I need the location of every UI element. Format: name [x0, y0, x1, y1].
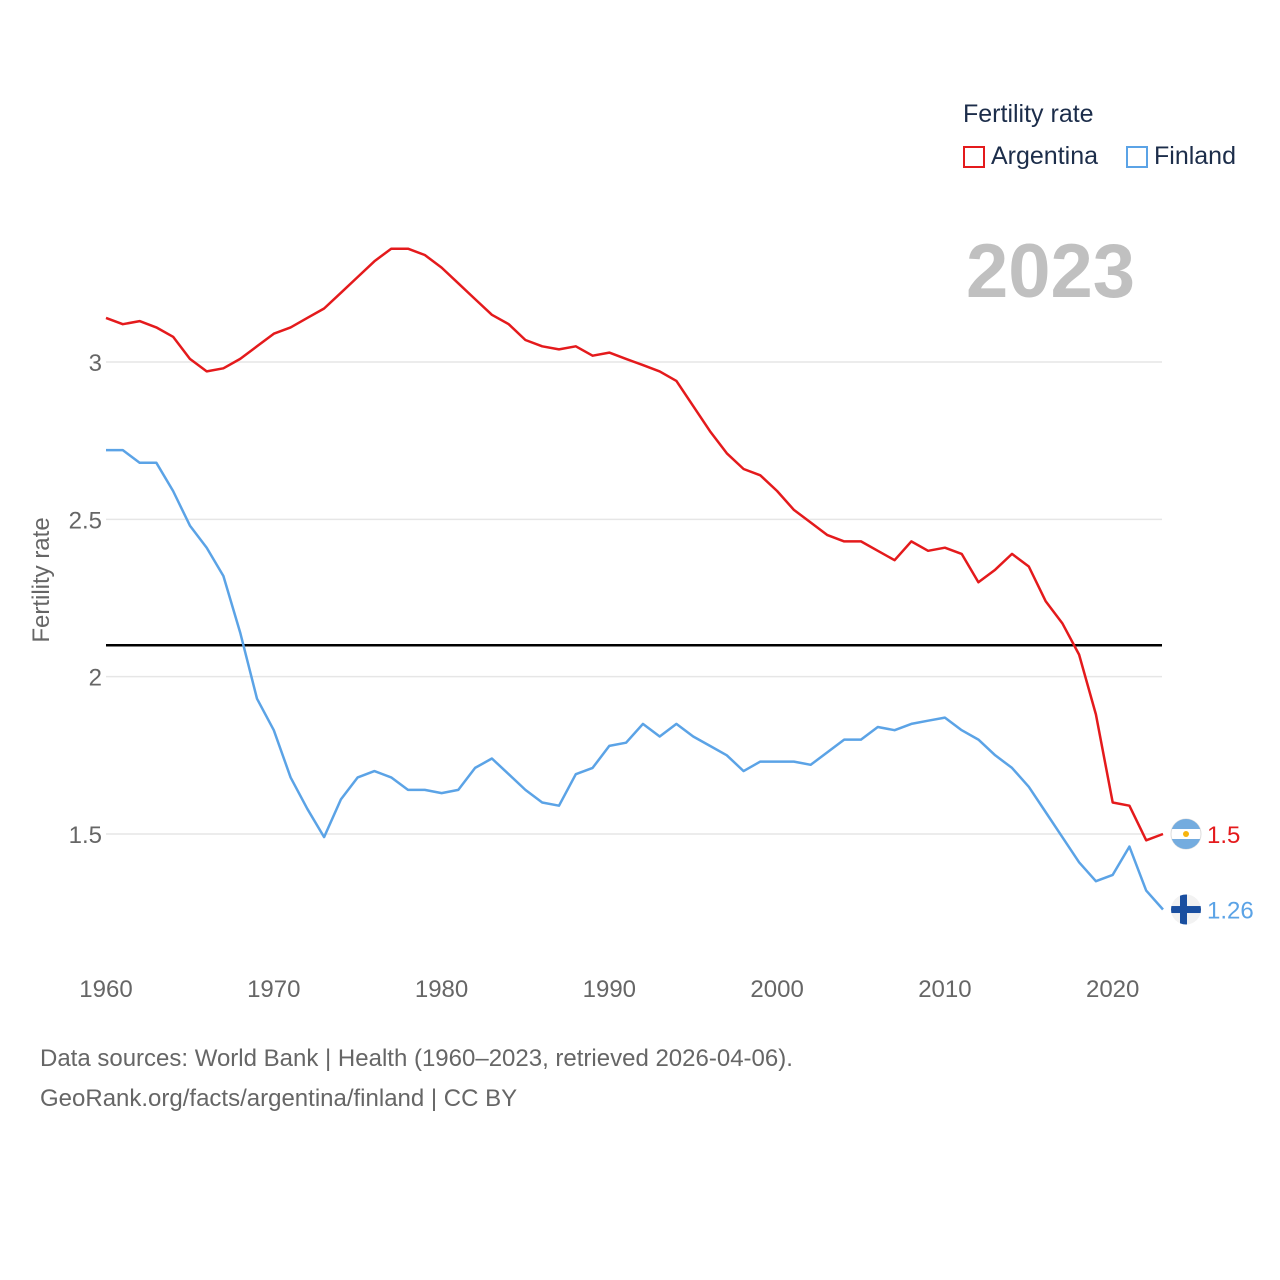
legend-title: Fertility rate — [963, 100, 1094, 128]
x-axis-ticks: 1960 1970 1980 1990 2000 2010 2020 — [79, 976, 1139, 1003]
x-tick-label: 2020 — [1086, 976, 1139, 1003]
data-source-note: Data sources: World Bank | Health (1960–… — [40, 1045, 793, 1072]
attribution-note: GeoRank.org/facts/argentina/finland | CC… — [40, 1085, 518, 1112]
y-axis-ticks: 1.5 2 2.5 3 — [69, 350, 102, 849]
x-tick-label: 1980 — [415, 976, 468, 1003]
x-tick-label: 1970 — [247, 976, 300, 1003]
legend-swatch-argentina — [963, 145, 985, 168]
legend-label-argentina: Argentina — [991, 142, 1099, 170]
series-line-argentina — [105, 247, 1164, 842]
series-lines — [105, 247, 1164, 911]
y-tick-label: 3 — [89, 350, 102, 377]
end-value-label-argentina: 1.5 — [1207, 822, 1240, 849]
series-line-finland — [106, 448, 1164, 911]
current-year-label: 2023 — [966, 229, 1136, 314]
y-axis-title: Fertility rate — [28, 517, 55, 643]
x-tick-label: 1990 — [583, 976, 636, 1003]
legend-swatch-finland — [1126, 145, 1148, 168]
x-tick-label: 1960 — [79, 976, 132, 1003]
grid-lines — [106, 361, 1162, 835]
end-value-label-finland: 1.26 — [1207, 898, 1254, 925]
legend-label-finland: Finland — [1154, 142, 1236, 170]
flag-icon-finland — [1171, 894, 1201, 925]
legend-item-finland[interactable]: Finland — [1126, 142, 1236, 171]
x-tick-label: 2010 — [918, 976, 971, 1003]
legend-item-argentina[interactable]: Argentina — [963, 142, 1098, 171]
end-markers: 1.5 1.26 — [1170, 818, 1254, 925]
x-tick-label: 2000 — [750, 976, 803, 1003]
flag-icon-argentina — [1170, 818, 1202, 850]
y-tick-label: 2 — [89, 665, 102, 692]
y-tick-label: 1.5 — [69, 822, 102, 849]
y-tick-label: 2.5 — [69, 507, 102, 534]
